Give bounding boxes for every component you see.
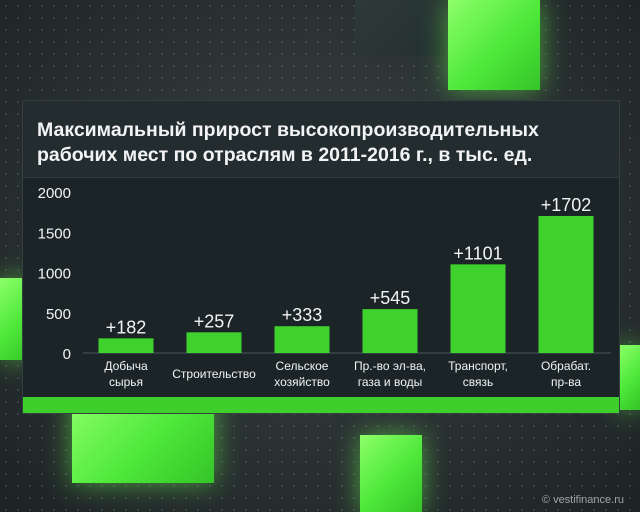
bar (450, 264, 506, 353)
title-box: Максимальный прирост высокопроизводитель… (23, 101, 619, 178)
category-label: Пр.-во эл-ва, (354, 359, 426, 373)
bar (186, 332, 242, 353)
data-label: +1101 (453, 243, 502, 263)
data-label: +1702 (541, 195, 592, 215)
y-tick-label: 2000 (38, 185, 71, 202)
category-label: Транспорт, (448, 359, 508, 373)
bar-chart: 2000 1500 1000 500 0 +182 Добыча сырья +257 Строи… (38, 185, 611, 389)
green-cube-bottom-mid (360, 435, 422, 512)
data-label: +333 (282, 305, 323, 325)
bar (274, 326, 330, 353)
chart-panel: Максимальный прирост высокопроизводитель… (22, 100, 620, 414)
data-label: +257 (194, 311, 235, 331)
category-label: Обрабат. (541, 359, 591, 373)
green-cube-right (618, 345, 640, 410)
data-label: +545 (370, 288, 411, 308)
chart-title: Максимальный прирост высокопроизводитель… (37, 119, 539, 166)
data-label: +182 (106, 317, 147, 337)
category-label: Добыча (104, 359, 148, 373)
category-label: пр-ва (551, 375, 581, 389)
y-tick-label: 500 (46, 306, 71, 323)
bar (538, 215, 594, 353)
green-cube-top (448, 0, 540, 90)
category-label: связь (463, 375, 494, 389)
green-footer-bar (23, 397, 619, 413)
category-label: Строительство (172, 367, 256, 381)
category-label: газа и воды (358, 375, 422, 389)
watermark: © vestifinance.ru (541, 494, 624, 506)
bar (98, 338, 154, 353)
y-tick-label: 1500 (38, 225, 71, 242)
y-tick-label: 0 (63, 346, 71, 363)
category-label: Сельское (276, 359, 329, 373)
bar (362, 309, 418, 353)
category-label: сырья (109, 375, 143, 389)
dark-cube-top (355, 0, 445, 55)
y-tick-label: 1000 (38, 266, 71, 283)
category-label: хозяйство (274, 375, 330, 389)
